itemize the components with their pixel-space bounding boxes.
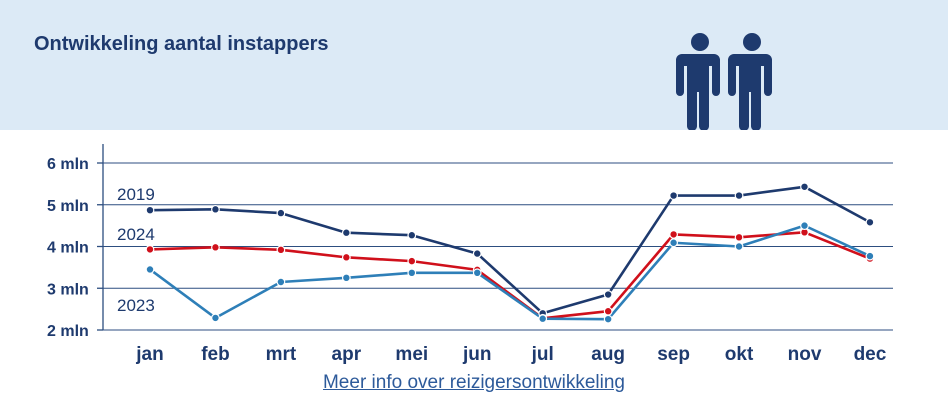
data-point-2023	[669, 238, 678, 248]
series-line-2019	[149, 185, 871, 315]
y-tick-label: 2 mln	[47, 323, 89, 340]
data-point-2019	[145, 205, 155, 215]
data-point-2023	[734, 242, 744, 251]
more-info-link[interactable]: Meer info over reizigersontwikkeling	[322, 372, 625, 393]
data-point-2023	[145, 265, 155, 274]
data-point-2024	[407, 256, 417, 266]
x-tick-label: aug	[591, 344, 625, 365]
data-point-2019	[341, 228, 351, 238]
data-point-2023	[276, 277, 286, 287]
x-tick-label: sep	[657, 344, 690, 365]
y-tick-label: 4 mln	[47, 240, 89, 257]
data-point-2023	[538, 314, 548, 324]
series-label-2024: 2024	[117, 225, 155, 244]
y-tick-label: 6 mln	[47, 156, 89, 173]
y-tick-label: 3 mln	[47, 281, 89, 298]
data-point-2024	[145, 245, 155, 254]
data-point-2019	[800, 182, 809, 192]
data-point-2024	[734, 232, 744, 242]
x-tick-label: nov	[788, 344, 822, 365]
page-title: Ontwikkeling aantal instappers	[34, 33, 329, 55]
more-info-link-container: Meer info over reizigersontwikkeling	[0, 372, 948, 394]
data-point-2023	[211, 313, 220, 323]
x-tick-label: mei	[395, 344, 428, 365]
series-label-2023: 2023	[117, 296, 155, 315]
data-point-2023	[865, 251, 875, 261]
data-point-2019	[603, 290, 613, 299]
data-point-2024	[341, 252, 351, 262]
x-tick-label: apr	[332, 344, 362, 365]
data-point-2019	[865, 217, 875, 227]
data-point-2019	[472, 249, 482, 258]
data-point-2024	[603, 306, 613, 316]
data-point-2019	[211, 204, 220, 214]
y-tick-label: 5 mln	[47, 198, 89, 215]
x-tick-label: jul	[531, 344, 554, 365]
data-point-2023	[603, 314, 613, 324]
data-point-2023	[472, 268, 482, 278]
data-point-2024	[669, 229, 678, 239]
two-people-icon	[670, 30, 780, 135]
data-point-2019	[734, 191, 744, 200]
data-point-2019	[407, 230, 417, 240]
x-tick-label: feb	[201, 344, 230, 365]
header-banner: Ontwikkeling aantal instappers	[0, 0, 948, 131]
line-chart: 6 mln 5 mln 4 mln 3 mln 2 mln jan feb mrt apr mei…	[0, 130, 948, 375]
series-label-2019: 2019	[117, 185, 155, 204]
data-point-2024	[211, 242, 220, 252]
data-point-2019	[669, 191, 678, 200]
data-point-2019	[276, 208, 286, 218]
data-point-2023	[800, 221, 809, 231]
x-tick-label: okt	[725, 344, 754, 365]
series-line-2024	[149, 231, 871, 320]
x-tick-label: jun	[462, 344, 492, 365]
data-point-2024	[276, 245, 286, 255]
x-tick-label: mrt	[266, 344, 297, 365]
chart-svg: 6 mln 5 mln 4 mln 3 mln 2 mln jan feb mrt apr mei…	[47, 144, 893, 365]
data-point-2023	[407, 268, 417, 278]
x-tick-label: dec	[854, 344, 887, 365]
data-point-2023	[341, 273, 351, 283]
series-line-2023	[149, 224, 871, 321]
x-tick-label: jan	[135, 344, 163, 365]
